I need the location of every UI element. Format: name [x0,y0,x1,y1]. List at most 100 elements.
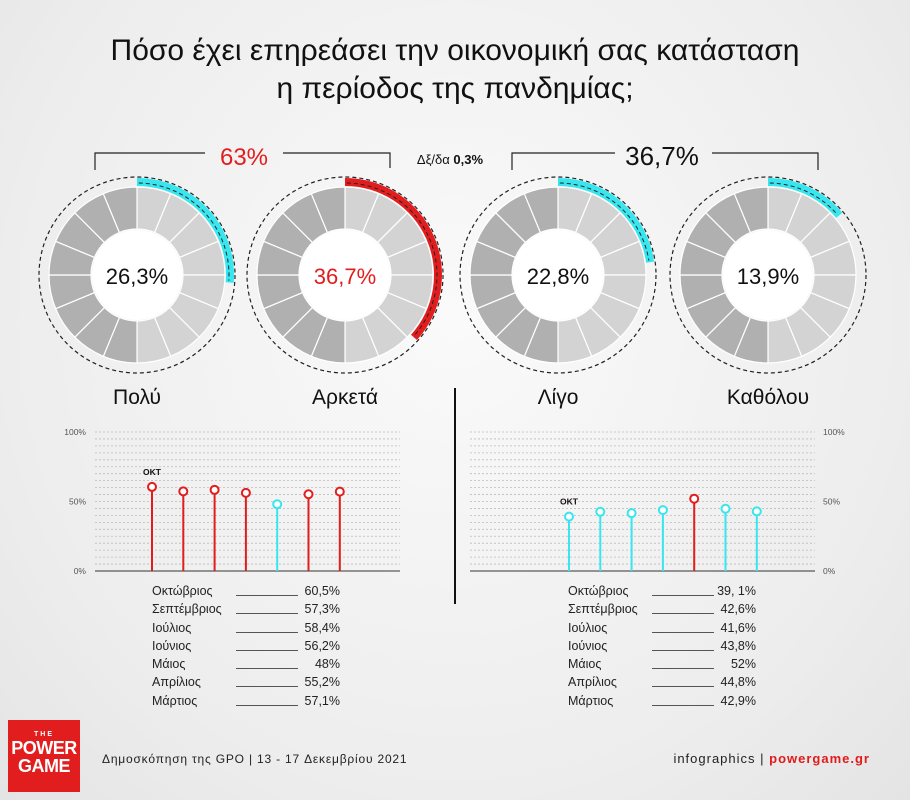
category-label: Λίγο [538,386,579,409]
donut-value-label: 13,9% [737,264,799,289]
table-row: Οκτώβριος 39, 1% [568,584,756,602]
table-row: Οκτώβριος 60,5% [152,584,340,602]
lollipop-point [178,486,189,497]
survey-source: Δημοσκόπηση της GPO | 13 - 17 Δεκεμβρίου… [102,752,408,766]
right-group-bracket [511,152,819,170]
month-label: Ιούνιος [568,638,608,653]
lollipop-point [657,505,668,516]
month-label: Μάρτιος [568,693,614,708]
table-row: Μάρτιος 57,1% [152,694,340,712]
month-value: 42,6% [720,602,756,617]
table-row: Σεπτέμβριος 57,3% [152,602,340,620]
month-label: Απρίλιος [152,675,201,690]
month-value: 39, 1% [717,584,756,598]
donut-arc-dashes [138,182,230,281]
month-value: 60,5% [304,584,340,598]
footer-credit: infographics | powergame.gr [673,751,870,766]
month-label: Μάρτιος [152,693,198,708]
donut-value-arc [137,178,234,283]
table-row: Μάιος 48% [152,657,340,675]
left-lollipop-chart: 100% 50% 0% ΟΚΤ [64,427,400,576]
donut-dashed-outline [38,176,236,374]
donut-3: 22,8% [459,176,657,374]
series-label: ΟΚΤ [143,467,162,477]
month-value: 44,8% [720,675,756,690]
row-leader-line [652,686,714,688]
donut-arc-dashes [769,182,838,215]
donut-4: 13,9% [669,176,867,374]
lollipop-point [751,506,762,517]
month-value: 56,2% [304,638,340,653]
row-leader-line [236,631,298,633]
table-row: Απρίλιος 55,2% [152,675,340,693]
dont-know-value: 0,3% [453,152,483,167]
table-row: Σεπτέμβριος 42,6% [568,602,756,620]
donut-dashed-outline [246,176,444,374]
category-label: Καθόλου [727,386,809,409]
month-label: Ιούνιος [152,638,192,653]
donut-arc-dashes [559,182,650,261]
donut-1: 26,3% [38,176,236,374]
row-leader-line [652,649,714,651]
month-value: 57,1% [304,693,340,708]
y-tick-label: 50% [823,497,840,507]
donut-value-label: 22,8% [527,264,589,289]
row-leader-line [236,649,298,651]
table-row: Μάιος 52% [568,657,756,675]
lollipop-point [626,508,637,519]
category-label: Αρκετά [312,386,378,409]
donut-dashed-outline [669,176,867,374]
donut-segment [102,186,138,234]
lollipop-point [689,493,700,504]
lollipop-point [147,481,157,492]
y-tick-label: 100% [64,427,86,437]
table-row: Ιούλιος 58,4% [152,621,340,639]
row-leader-line [652,704,714,706]
right-group-total: 36,7% [625,141,699,171]
row-leader-line [236,686,298,688]
month-label: Μάιος [152,657,186,672]
row-leader-line [652,595,714,596]
row-leader-line [236,668,298,670]
y-tick-label: 0% [74,566,87,576]
credit-text: infographics | [673,751,770,766]
lollipop-point [240,487,251,498]
row-leader-line [236,613,298,615]
month-value: 58,4% [304,620,340,635]
table-row: Ιούνιος 56,2% [152,639,340,657]
page-title: Πόσο έχει επηρεάσει την οικονομική σας κ… [0,32,910,108]
y-tick-label: 0% [823,566,836,576]
donut-value-label: 26,3% [106,264,168,289]
table-row: Μάρτιος 42,9% [568,694,756,712]
dont-know-label: Δξ/δα 0,3% [417,152,484,167]
title-line-2: η περίοδος της πανδημίας; [276,72,634,105]
month-value: 41,6% [720,620,756,635]
row-leader-line [652,668,714,670]
month-label: Απρίλιος [568,675,617,690]
lollipop-point [595,506,606,517]
row-leader-line [652,613,714,615]
month-value: 42,9% [720,693,756,708]
month-value: 43,8% [720,638,756,653]
lollipop-point [564,511,574,522]
row-leader-line [236,704,298,706]
row-leader-line [652,631,714,633]
site-link[interactable]: powergame.gr [769,751,870,766]
donut-charts: 26,3% Πολύ 36,7% Αρκετά 22,8% Λίγο 13,9% Καθόλο… [38,176,867,409]
donut-center [513,230,603,320]
logo-game: GAME [18,756,71,776]
donut-value-arc [558,178,655,263]
table-row: Ιούλιος 41,6% [568,621,756,639]
donut-segment [523,186,559,234]
lollipop-point [334,486,345,497]
donut-2: 36,7% [246,176,444,374]
y-tick-label: 100% [823,427,845,437]
left-group-bracket [94,152,391,170]
month-label: Σεπτέμβριος [568,602,638,617]
lollipop-point [272,499,283,510]
month-label: Ιούλιος [152,620,192,635]
powergame-logo: THE POWER GAME [8,720,80,792]
donut-value-arc [768,178,843,218]
row-leader-line [236,595,298,596]
